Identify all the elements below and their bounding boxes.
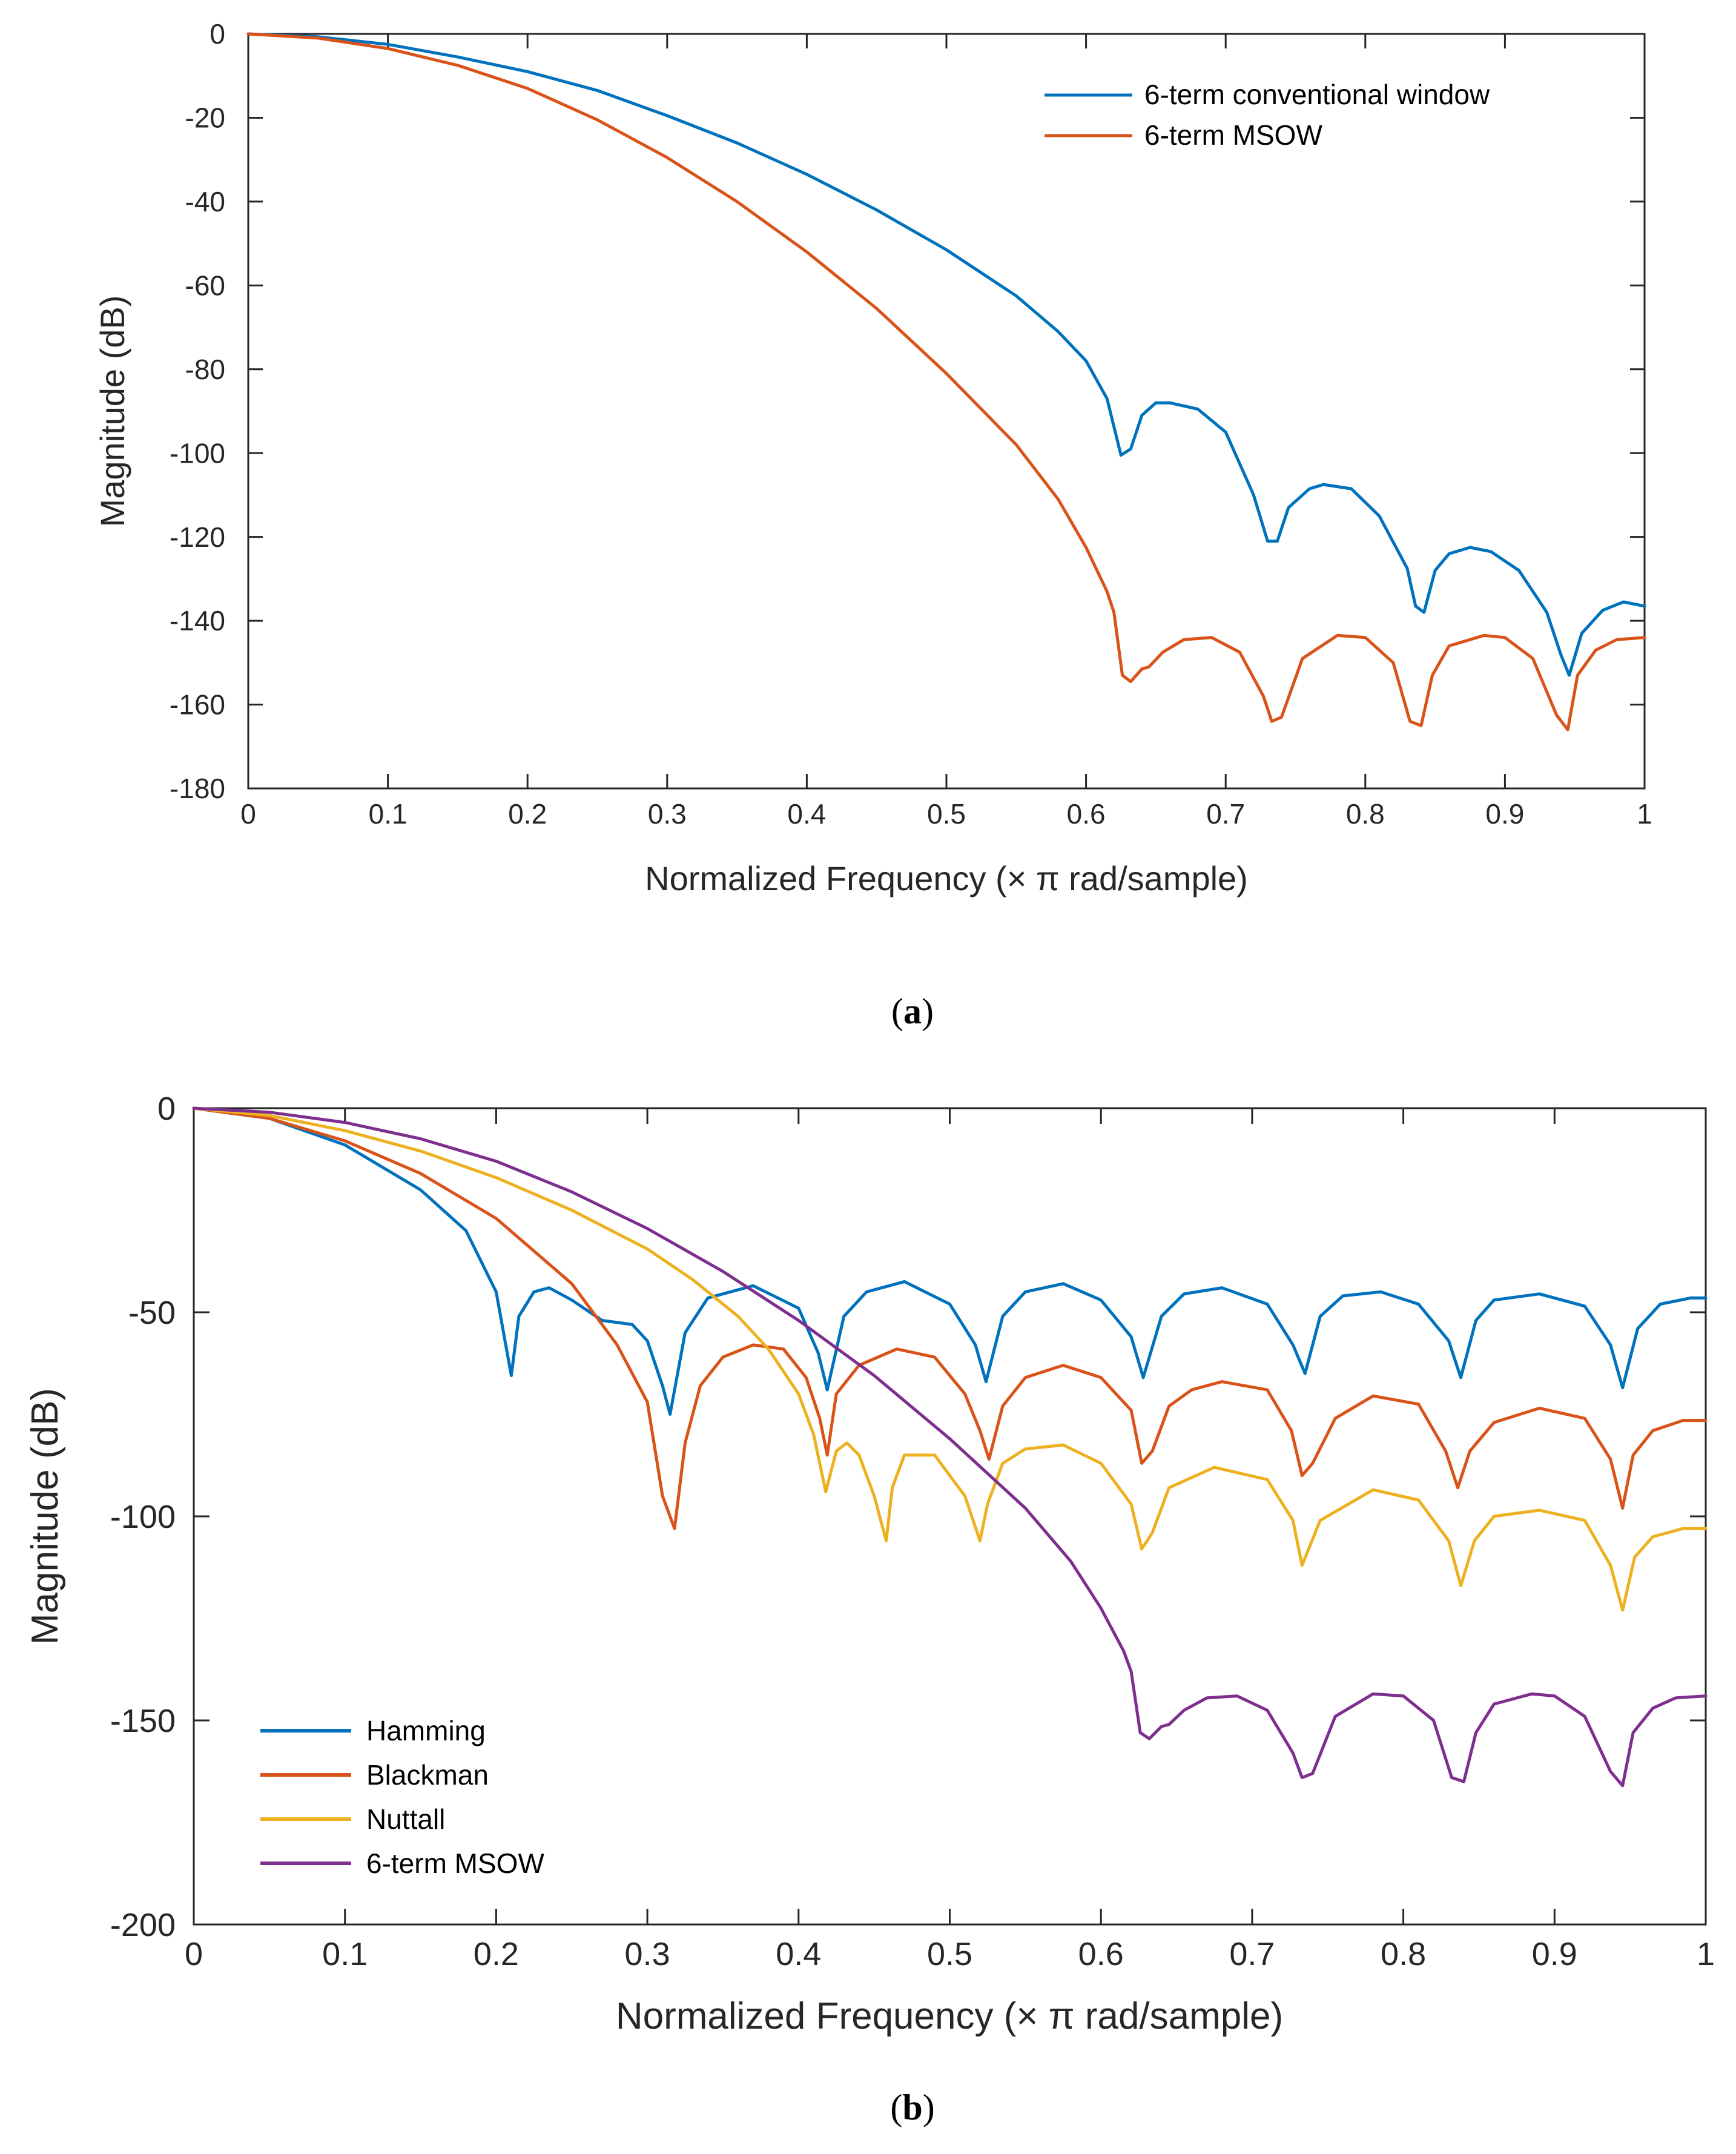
x-tick-label: 0.6	[1078, 1936, 1124, 1972]
y-tick-label: -200	[110, 1907, 176, 1943]
x-tick-label: 0.9	[1532, 1936, 1577, 1972]
chart-panel-a: 0 0.1 0.2 0.3 0.4 0.5 0.6 0.7 0.8 0.9 1 0 -20 -40 -60…	[93, 18, 1652, 1031]
y-ticks-b: 0 -50 -100 -150 -200	[110, 1091, 1706, 1943]
legend-label-blackman: Blackman	[366, 1759, 489, 1791]
x-tick-label: 0.7	[1206, 798, 1245, 830]
legend-a: 6-term conventional window 6-term MSOW	[1045, 79, 1490, 151]
caption-b-letter: b	[902, 2087, 922, 2127]
x-tick-label: 0.5	[927, 1936, 972, 1972]
chart-panel-b: 0 0.1 0.2 0.3 0.4 0.5 0.6 0.7 0.8 0.9 1 0 -50 -100 -1…	[24, 1091, 1715, 2127]
series-line-6-term-msow	[246, 32, 1646, 732]
x-tick-label: 0.6	[1067, 798, 1106, 830]
x-tick-label: 0.2	[474, 1936, 519, 1972]
x-tick-label: 0.8	[1381, 1936, 1426, 1972]
y-axis-label-b: Magnitude (dB)	[24, 1388, 66, 1645]
x-tick-label: 0.2	[508, 798, 547, 830]
x-axis-label-a: Normalized Frequency (× π rad/sample)	[645, 859, 1248, 897]
x-tick-label: 0.4	[787, 798, 826, 830]
x-tick-label: 0.4	[776, 1936, 821, 1972]
legend-label-nuttall: Nuttall	[366, 1803, 445, 1835]
series-group-a	[246, 32, 1646, 732]
y-tick-label: -100	[110, 1499, 176, 1535]
y-tick-label: -160	[170, 689, 225, 721]
caption-b: (b)	[890, 2087, 934, 2127]
y-tick-label: -100	[170, 437, 225, 469]
series-line-hamming	[192, 1106, 1708, 1416]
caption-a-letter: a	[903, 991, 922, 1031]
x-tick-label: 0.3	[625, 1936, 670, 1972]
x-tick-label: 0	[185, 1936, 203, 1972]
series-line-6-term-conventional-window	[246, 32, 1646, 677]
series-line-blackman	[192, 1106, 1708, 1530]
y-tick-label: -40	[185, 186, 225, 217]
series-line-6-term-msow	[192, 1106, 1708, 1788]
legend-label-hamming: Hamming	[366, 1715, 486, 1746]
legend-label-msow-b: 6-term MSOW	[366, 1848, 544, 1879]
y-tick-label: -80	[185, 354, 225, 385]
legend-label-msow-a: 6-term MSOW	[1144, 119, 1322, 151]
caption-a: (a)	[891, 991, 934, 1031]
legend-label-conventional: 6-term conventional window	[1144, 79, 1490, 110]
x-tick-label: 0.9	[1485, 798, 1524, 830]
x-tick-label: 0.1	[369, 798, 408, 830]
y-tick-label: -20	[185, 102, 225, 134]
x-axis-label-b: Normalized Frequency (× π rad/sample)	[616, 1995, 1283, 2037]
x-tick-label: 0.3	[648, 798, 687, 830]
x-tick-label: 0	[240, 798, 256, 830]
y-tick-label: -120	[170, 521, 225, 553]
y-tick-label: -50	[128, 1295, 176, 1331]
x-tick-label: 0.8	[1346, 798, 1385, 830]
y-ticks-a: 0 -20 -40 -60 -80 -100 -120 -140 -160 -180	[170, 18, 1645, 804]
series-group-b	[192, 1106, 1708, 1788]
y-tick-label: 0	[157, 1091, 176, 1127]
y-tick-label: 0	[210, 18, 225, 50]
y-tick-label: -140	[170, 605, 225, 636]
x-ticks-b: 0 0.1 0.2 0.3 0.4 0.5 0.6 0.7 0.8 0.9 1	[185, 1108, 1715, 1972]
x-tick-label: 0.1	[322, 1936, 368, 1972]
y-tick-label: -150	[110, 1703, 176, 1739]
plot-area-b	[193, 1107, 1707, 1926]
x-ticks-a: 0 0.1 0.2 0.3 0.4 0.5 0.6 0.7 0.8 0.9 1	[240, 34, 1652, 830]
x-tick-label: 1	[1637, 798, 1652, 830]
legend-b: Hamming Blackman Nuttall 6-term MSOW	[260, 1715, 544, 1879]
y-tick-label: -180	[170, 773, 225, 804]
x-tick-label: 0.5	[927, 798, 966, 830]
y-tick-label: -60	[185, 269, 225, 301]
x-tick-label: 1	[1697, 1936, 1715, 1972]
x-tick-label: 0.7	[1229, 1936, 1275, 1972]
plot-area-a	[247, 33, 1646, 790]
y-axis-label-a: Magnitude (dB)	[93, 296, 131, 527]
series-line-nuttall	[192, 1106, 1708, 1612]
